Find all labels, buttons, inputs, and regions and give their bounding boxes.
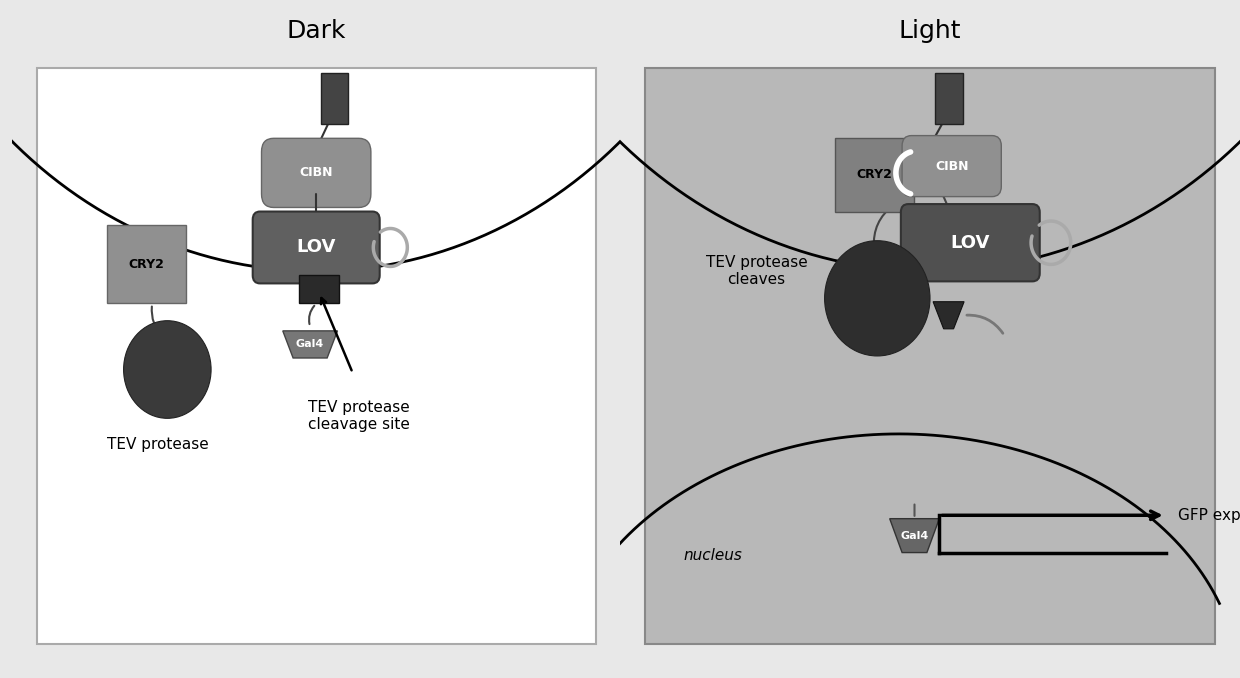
Text: CRY2: CRY2: [128, 258, 164, 271]
Polygon shape: [932, 302, 965, 329]
FancyArrowPatch shape: [151, 306, 162, 337]
Text: Dark: Dark: [286, 18, 346, 43]
FancyArrowPatch shape: [967, 315, 1003, 334]
FancyArrowPatch shape: [874, 205, 894, 248]
Text: TEV protease
cleaves: TEV protease cleaves: [706, 255, 807, 287]
FancyArrowPatch shape: [939, 189, 949, 213]
FancyBboxPatch shape: [262, 138, 371, 207]
Text: LOV: LOV: [951, 234, 990, 252]
Wedge shape: [825, 241, 930, 356]
Bar: [835, 138, 914, 212]
FancyBboxPatch shape: [901, 136, 1002, 197]
Text: Gal4: Gal4: [296, 340, 324, 349]
Text: Light: Light: [899, 18, 961, 43]
Text: LOV: LOV: [296, 239, 336, 256]
Bar: [321, 73, 348, 123]
Text: TEV protease: TEV protease: [108, 437, 210, 452]
Polygon shape: [890, 519, 940, 553]
Text: CIBN: CIBN: [299, 166, 334, 180]
Wedge shape: [124, 321, 211, 418]
Text: Gal4: Gal4: [900, 531, 929, 540]
Text: TEV protease
cleavage site: TEV protease cleavage site: [308, 400, 409, 433]
Bar: [37, 68, 595, 644]
Bar: [300, 275, 339, 303]
Bar: [645, 68, 1215, 644]
Text: nucleus: nucleus: [683, 549, 743, 563]
Bar: [935, 73, 962, 123]
Bar: [107, 226, 186, 304]
FancyArrowPatch shape: [879, 253, 884, 279]
Polygon shape: [283, 331, 337, 358]
FancyArrowPatch shape: [309, 306, 314, 324]
Text: CIBN: CIBN: [935, 159, 968, 173]
Text: GFP expression: GFP expression: [1178, 508, 1240, 523]
FancyBboxPatch shape: [900, 204, 1039, 281]
Text: CRY2: CRY2: [857, 168, 892, 182]
FancyBboxPatch shape: [253, 212, 379, 283]
